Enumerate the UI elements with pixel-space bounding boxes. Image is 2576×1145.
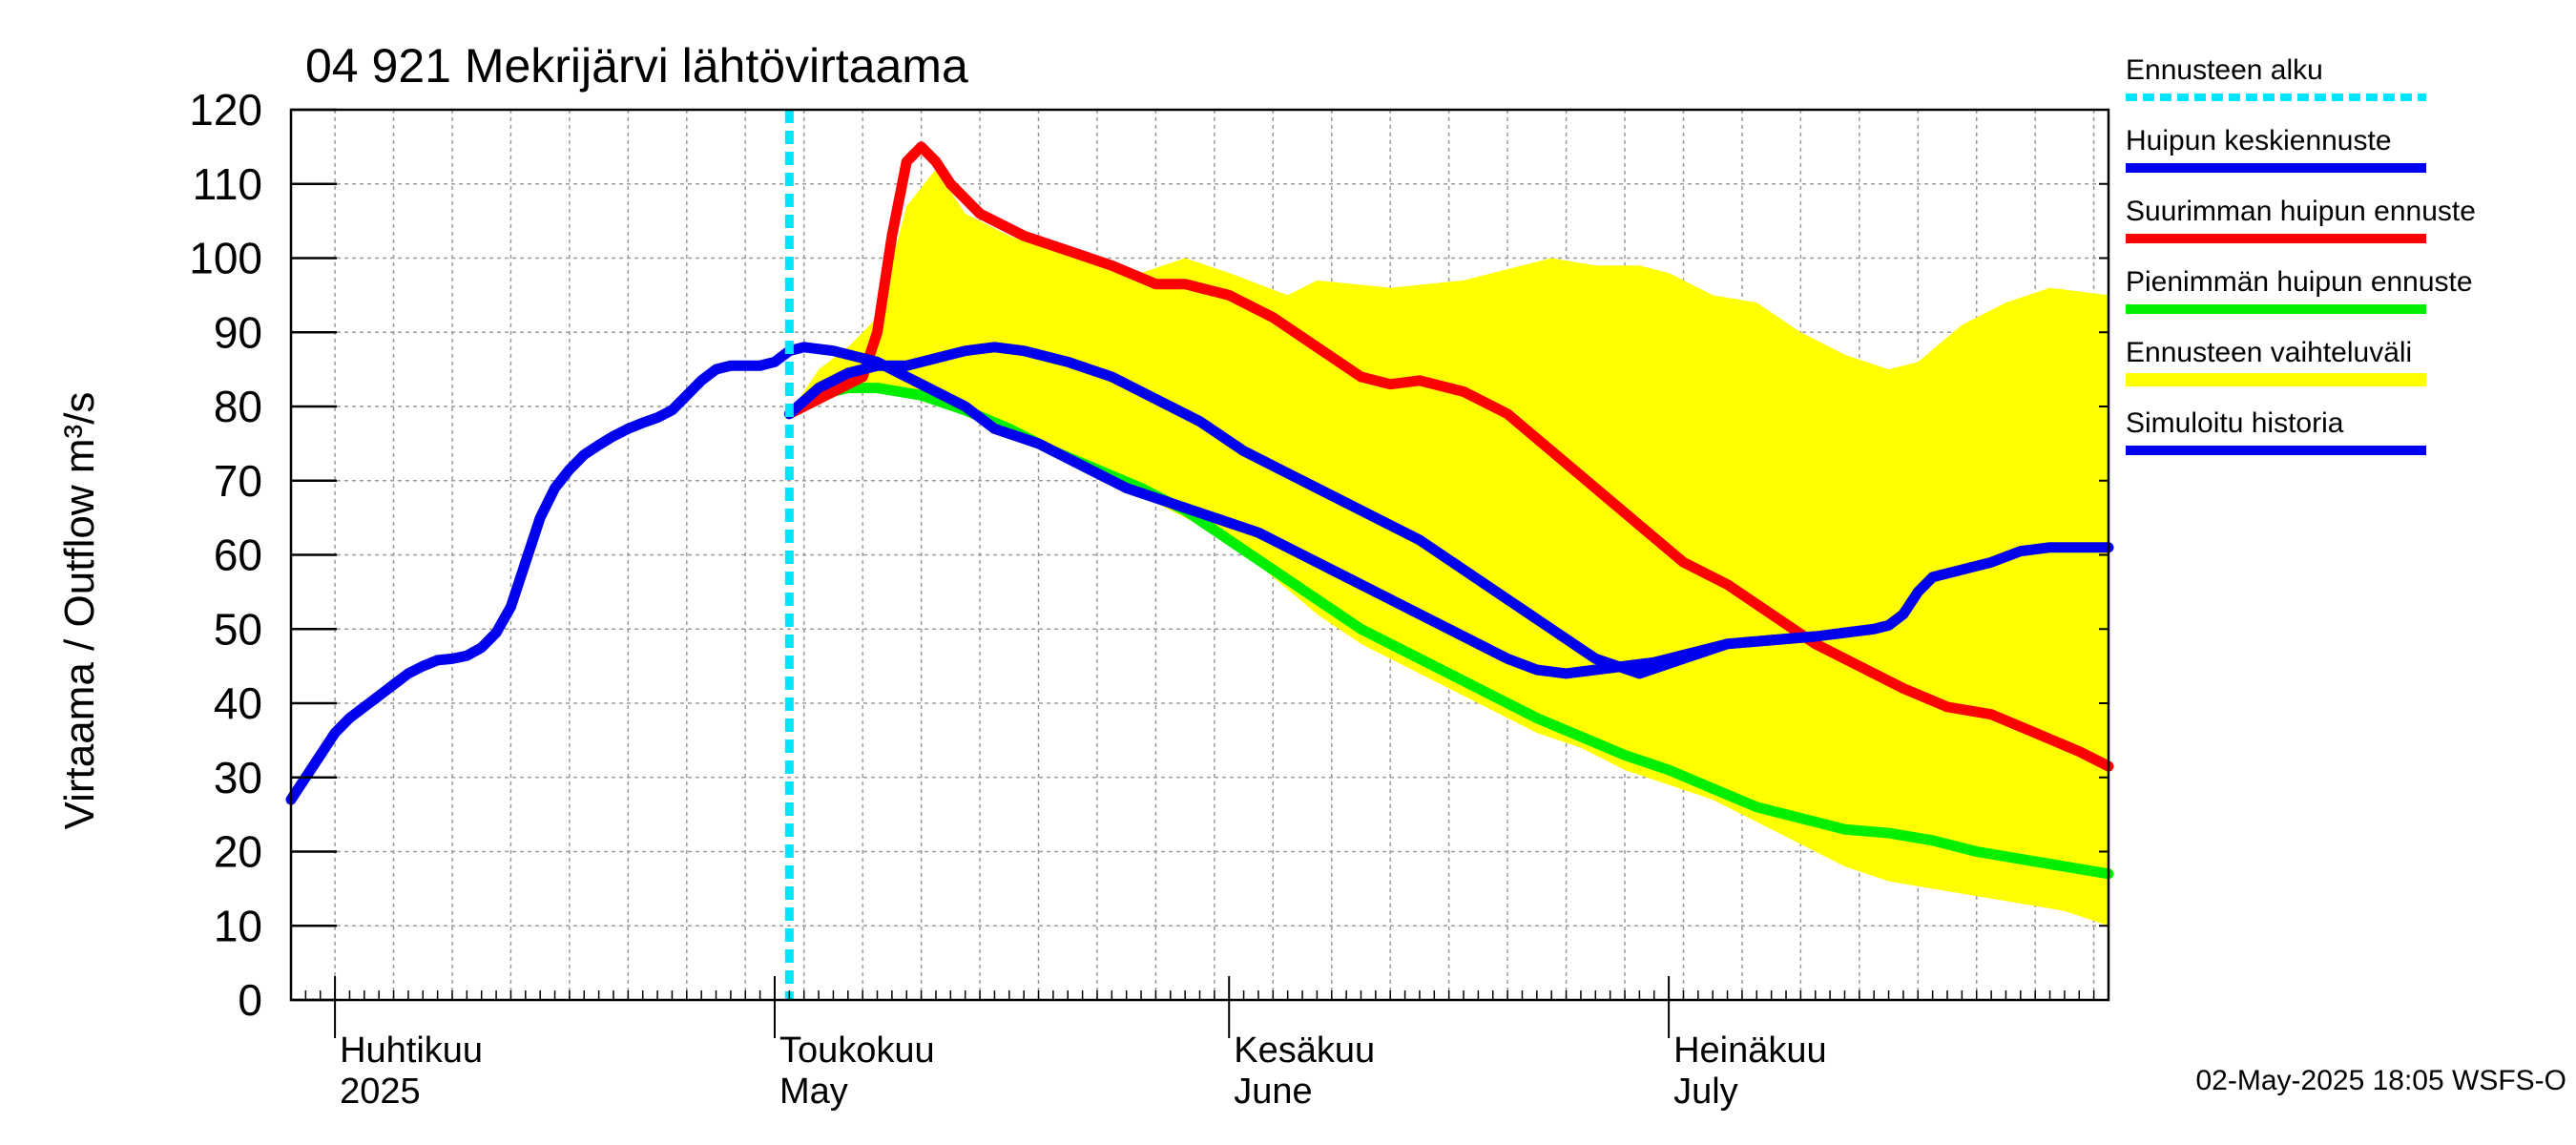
x-month-label: Heinäkuu	[1673, 1030, 1827, 1071]
y-tick-label: 20	[214, 827, 262, 877]
x-month-label: Kesäkuu	[1234, 1030, 1375, 1071]
y-tick-label: 110	[193, 159, 262, 209]
y-tick-label: 100	[189, 234, 262, 283]
x-month-sublabel: June	[1234, 1072, 1312, 1112]
legend-label-max: Suurimman huipun ennuste	[2126, 196, 2476, 227]
x-month-sublabel: 2025	[340, 1072, 421, 1112]
y-tick-label: 90	[214, 307, 262, 357]
y-tick-label: 120	[189, 85, 262, 135]
legend-swatch-range	[2126, 373, 2426, 386]
legend-label-min: Pienimmän huipun ennuste	[2126, 266, 2473, 298]
y-tick-label: 70	[214, 456, 262, 506]
legend-label-forecast_start: Ennusteen alku	[2126, 54, 2323, 86]
max-peak-forecast-line	[783, 141, 2114, 772]
x-month-sublabel: July	[1673, 1072, 1738, 1112]
y-tick-label: 80	[214, 382, 262, 431]
x-month-sublabel: May	[779, 1072, 848, 1112]
legend-label-median: Huipun keskiennuste	[2126, 125, 2392, 156]
x-month-label: Huhtikuu	[340, 1030, 483, 1071]
plot-area: 0 10 20 30 40 50 60 70 80 90 100 110 120 Huhtikuu2025…	[189, 85, 2114, 1112]
y-axis-label: Virtaama / Outflow m³/s	[56, 392, 103, 830]
y-tick-label: 50	[214, 604, 262, 654]
y-tick-label: 60	[214, 531, 262, 580]
legend: Ennusteen alku Huipun keskiennuste Suurimm…	[2126, 54, 2476, 455]
legend-label-range: Ennusteen vaihteluväli	[2126, 337, 2412, 368]
x-month-label: Toukokuu	[779, 1030, 935, 1071]
chart-title: 04 921 Mekrijärvi lähtövirtaama	[305, 39, 968, 93]
y-tick-label: 30	[214, 753, 262, 802]
median-peak-forecast-line	[783, 342, 1821, 679]
y-tick-label: 10	[214, 901, 262, 950]
legend-label-history: Simuloitu historia	[2126, 407, 2344, 439]
forecast-range-band	[789, 169, 2109, 926]
timestamp-label: 02-May-2025 18:05 WSFS-O	[2196, 1065, 2567, 1096]
y-tick-label: 40	[214, 678, 262, 728]
y-tick-label: 0	[238, 975, 262, 1025]
